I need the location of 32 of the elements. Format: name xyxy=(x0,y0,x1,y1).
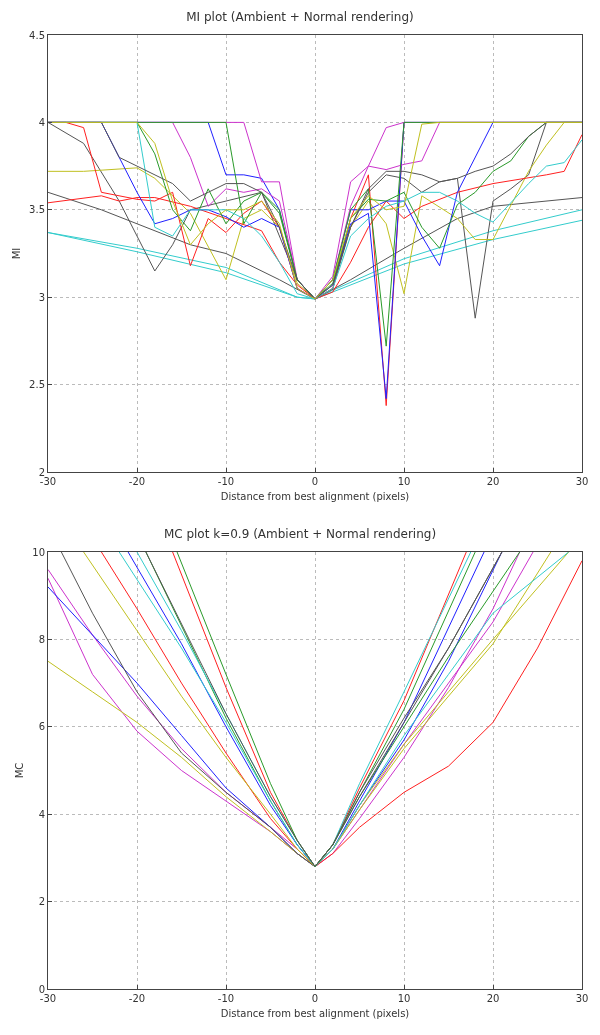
chart-title: MI plot (Ambient + Normal rendering) xyxy=(186,10,414,25)
y-tick-label: 3 xyxy=(38,291,45,303)
y-tick-label: 2 xyxy=(38,466,45,478)
y-tick-label: 4 xyxy=(38,808,45,820)
y-tick-label: 6 xyxy=(38,721,45,733)
y-tick-label: 8 xyxy=(38,633,45,645)
x-tick-label: 20 xyxy=(486,476,500,487)
x-tick-label: 10 xyxy=(397,476,411,487)
x-tick-label: 0 xyxy=(311,993,319,1004)
y-axis-title: MI xyxy=(11,247,23,260)
y-axis-title: MC xyxy=(14,762,26,779)
y-tick-label: 4 xyxy=(38,116,45,128)
x-tick-label: 20 xyxy=(486,993,500,1004)
x-tick-label: -30 xyxy=(39,476,57,487)
y-tick-label: 2 xyxy=(38,896,45,908)
x-tick-label: 10 xyxy=(397,993,411,1004)
y-tick-label: 0 xyxy=(38,983,45,995)
y-tick-label: 10 xyxy=(32,546,45,558)
y-tick-label: 4.5 xyxy=(29,29,45,41)
x-tick-label: -10 xyxy=(217,476,235,487)
x-tick-label: 30 xyxy=(575,476,589,487)
chart-title: MC plot k=0.9 (Ambient + Normal rendering) xyxy=(163,527,437,542)
x-tick-label: -30 xyxy=(39,993,57,1004)
y-tick-label: 2.5 xyxy=(29,379,45,391)
x-tick-label: -10 xyxy=(217,993,235,1004)
x-axis-title: Distance from best alignment (pixels) xyxy=(220,1007,410,1019)
x-axis-title: Distance from best alignment (pixels) xyxy=(220,490,410,502)
y-tick-label: 3.5 xyxy=(29,204,45,216)
x-tick-label: -20 xyxy=(128,993,146,1004)
x-tick-label: 0 xyxy=(311,476,319,487)
x-tick-label: -20 xyxy=(128,476,146,487)
x-tick-label: 30 xyxy=(575,993,589,1004)
